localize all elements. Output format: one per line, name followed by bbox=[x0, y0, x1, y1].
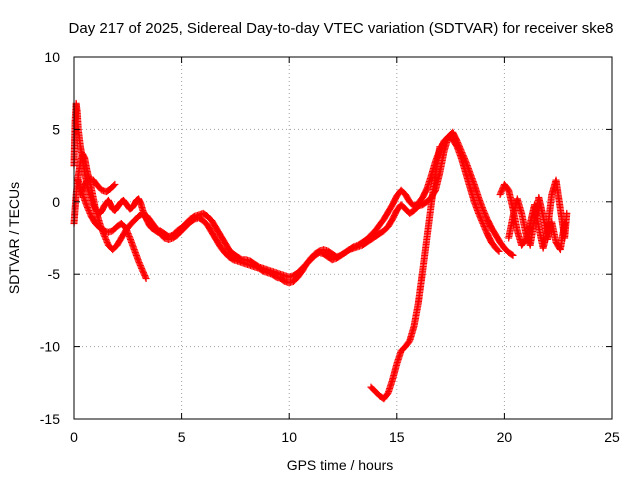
x-tick-label: 0 bbox=[70, 429, 78, 445]
data-point bbox=[561, 220, 569, 228]
y-tick-label: 10 bbox=[44, 49, 60, 65]
chart-title: Day 217 of 2025, Sidereal Day-to-day VTE… bbox=[69, 20, 614, 37]
data-point bbox=[111, 180, 119, 188]
data-point bbox=[142, 275, 150, 283]
y-axis-title: SDTVAR / TECUs bbox=[6, 182, 22, 294]
gridlines bbox=[74, 57, 612, 419]
y-tick-label: -15 bbox=[40, 411, 60, 427]
series-track bbox=[505, 193, 569, 254]
x-tick-label: 20 bbox=[497, 429, 513, 445]
data-point bbox=[436, 143, 444, 151]
data-point bbox=[141, 273, 149, 281]
data-point bbox=[110, 182, 118, 190]
y-tick-label: 0 bbox=[52, 194, 60, 210]
data-series bbox=[71, 100, 571, 403]
data-point bbox=[563, 209, 571, 217]
x-tick-label: 10 bbox=[281, 429, 297, 445]
x-tick-label: 15 bbox=[389, 429, 405, 445]
y-tick-label: 5 bbox=[52, 121, 60, 137]
x-tick-label: 5 bbox=[178, 429, 186, 445]
series bbox=[71, 100, 571, 403]
axis-ticks: 0 5 10 15 20 25 10 5 0 -5 -10 -15 bbox=[40, 49, 620, 445]
data-point bbox=[508, 251, 516, 259]
x-tick-label: 25 bbox=[604, 429, 620, 445]
series-track bbox=[74, 176, 150, 283]
y-tick-label: -5 bbox=[48, 266, 61, 282]
y-tick-label: -10 bbox=[40, 339, 60, 355]
plot-frame bbox=[73, 56, 613, 420]
data-point bbox=[495, 247, 503, 255]
series-track bbox=[71, 133, 503, 287]
series-track bbox=[76, 175, 119, 199]
series-track bbox=[367, 143, 444, 403]
data-point bbox=[494, 246, 502, 254]
x-axis-title: GPS time / hours bbox=[287, 457, 394, 473]
data-point bbox=[509, 251, 517, 259]
